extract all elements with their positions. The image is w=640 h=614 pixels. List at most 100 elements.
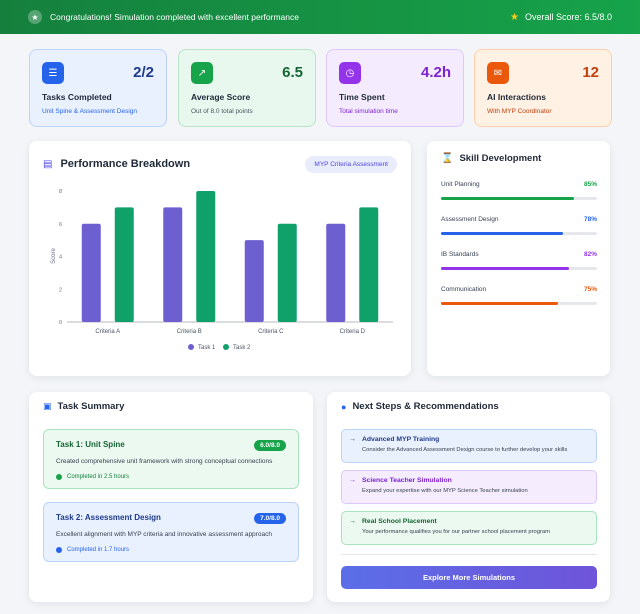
legend-label: Task 1: [198, 345, 216, 351]
skill-label: Assessment Design: [441, 216, 499, 223]
stat-title: Time Spent: [339, 92, 385, 102]
legend-marker: [223, 344, 229, 350]
skill-assessment-design: Assessment Design 78%: [441, 216, 597, 235]
skill-label: Communication: [441, 286, 487, 293]
bar-task-1-criteria-d: [326, 223, 346, 322]
overall-score-text: Overall Score: 6.5/8.0: [524, 12, 612, 22]
skill-track: [441, 267, 597, 270]
next-steps-card: ● Next Steps & Recommendations → Advance…: [327, 392, 610, 602]
stat-subtitle: Out of 8.0 total points: [191, 108, 253, 115]
trophy-icon: ★: [28, 10, 42, 24]
skill-percent: 82%: [583, 251, 597, 258]
skill-label: Unit Planning: [441, 181, 480, 188]
lightbulb-icon: ●: [341, 401, 347, 412]
check-circle-icon: [56, 474, 62, 480]
chart-line-icon: ↗: [191, 62, 213, 84]
recommendation-science-teacher-simulation[interactable]: → Science Teacher Simulation Expand your…: [341, 470, 597, 504]
next-steps-header: ● Next Steps & Recommendations: [341, 401, 499, 412]
skill-unit-planning: Unit Planning 85%: [441, 181, 597, 200]
stat-value: 4.2h: [420, 64, 451, 81]
stat-card-time-spent: ◷ 4.2h Time Spent Total simulation time: [326, 49, 464, 127]
task-item-assessment-design[interactable]: Task 2: Assessment Design 7.0/8.0 Excell…: [43, 502, 299, 562]
task-score-badge: 6.0/8.0: [254, 440, 286, 451]
explore-more-simulations-button[interactable]: Explore More Simulations: [341, 566, 597, 589]
bar-task-1-criteria-a: [81, 223, 101, 322]
task-completed-text: Completed in 2.5 hours: [67, 474, 130, 480]
bar-task-2-criteria-a: [114, 207, 134, 322]
skill-ib-standards: IB Standards 82%: [441, 251, 597, 270]
hourglass-icon: ⌛: [441, 153, 454, 164]
x-tick-label: Criteria C: [258, 329, 284, 335]
skill-track: [441, 232, 597, 235]
check-circle-icon: [56, 547, 62, 553]
skill-fill: [441, 197, 574, 200]
legend-marker: [188, 344, 194, 350]
divider: [341, 554, 597, 555]
stat-subtitle: Total simulation time: [339, 108, 398, 115]
stat-title: AI Interactions: [487, 92, 547, 102]
next-steps-title: Next Steps & Recommendations: [352, 401, 499, 412]
task-title: Task 1: Unit Spine: [56, 440, 125, 449]
overall-score: ★ Overall Score: 6.5/8.0: [510, 12, 612, 23]
skills-title: Skill Development: [459, 153, 542, 164]
bar-task-2-criteria-b: [196, 191, 216, 322]
stat-subtitle: With MYP Coordinator: [487, 108, 552, 115]
chat-icon: ✉: [487, 62, 509, 84]
arrow-right-icon: →: [349, 518, 356, 525]
bar-task-1-criteria-b: [163, 207, 183, 322]
bar-chart-icon: ▤: [43, 158, 53, 170]
bar-task-1-criteria-c: [244, 240, 264, 322]
stat-title: Average Score: [191, 92, 251, 102]
x-tick-label: Criteria B: [177, 329, 202, 335]
recommendation-title: Science Teacher Simulation: [362, 477, 452, 484]
clipboard-icon: ▣: [43, 401, 52, 411]
recommendation-description: Consider the Advanced Assessment Design …: [362, 447, 568, 453]
x-tick-label: Criteria D: [340, 329, 366, 335]
stat-card-ai-interactions: ✉ 12 AI Interactions With MYP Coordinato…: [474, 49, 612, 127]
task-summary-header: ▣ Task Summary: [43, 401, 124, 412]
y-tick-label: 2: [59, 287, 62, 293]
y-tick-label: 0: [59, 320, 62, 326]
skill-fill: [441, 232, 563, 235]
skill-fill: [441, 302, 558, 305]
skills-header: ⌛ Skill Development: [441, 153, 541, 164]
bar-task-2-criteria-d: [359, 207, 379, 322]
skill-percent: 85%: [583, 181, 597, 188]
stat-value: 12: [582, 64, 599, 81]
task-description: Created comprehensive unit framework wit…: [56, 458, 273, 465]
skill-track: [441, 302, 597, 305]
performance-breakdown-card: ▤ Performance Breakdown MYP Criteria Ass…: [29, 141, 411, 376]
recommendation-description: Your performance qualifies you for our p…: [362, 529, 550, 535]
task-title: Task 2: Assessment Design: [56, 513, 161, 522]
skill-track: [441, 197, 597, 200]
y-tick-label: 8: [59, 189, 62, 195]
criteria-pill[interactable]: MYP Criteria Assessment: [305, 156, 397, 173]
performance-title: Performance Breakdown: [60, 158, 191, 170]
task-completed: Completed in 2.5 hours: [56, 474, 286, 480]
skill-fill: [441, 267, 569, 270]
task-summary-title: Task Summary: [57, 401, 125, 412]
recommendation-advanced-myp-training[interactable]: → Advanced MYP Training Consider the Adv…: [341, 429, 597, 463]
task-score-badge: 7.0/8.0: [254, 513, 286, 524]
arrow-right-icon: →: [349, 477, 356, 484]
bar-task-2-criteria-c: [277, 223, 297, 322]
performance-chart: Score 0 2 4 6 8 Criteria A Criteria B Criteria C…: [51, 189, 393, 351]
y-axis-label: Score: [51, 248, 57, 264]
task-completed-text: Completed in 1.7 hours: [67, 547, 130, 553]
task-completed: Completed in 1.7 hours: [56, 547, 286, 553]
skill-percent: 78%: [583, 216, 597, 223]
recommendation-title: Advanced MYP Training: [362, 436, 440, 443]
legend-label: Task 2: [233, 345, 251, 351]
recommendation-description: Expand your expertise with our MYP Scien…: [362, 488, 528, 494]
stat-card-average-score: ↗ 6.5 Average Score Out of 8.0 total poi…: [178, 49, 316, 127]
stat-subtitle: Unit Spine & Assessment Design: [42, 108, 138, 115]
star-icon: ★: [509, 11, 519, 23]
arrow-right-icon: →: [349, 436, 356, 443]
task-summary-card: ▣ Task Summary Task 1: Unit Spine 6.0/8.…: [29, 392, 313, 602]
task-item-unit-spine[interactable]: Task 1: Unit Spine 6.0/8.0 Created compr…: [43, 429, 299, 489]
task-description: Excellent alignment with MYP criteria an…: [56, 531, 272, 538]
y-tick-label: 6: [59, 222, 62, 228]
stat-card-tasks-completed: ☰ 2/2 Tasks Completed Unit Spine & Asses…: [29, 49, 167, 127]
recommendation-real-school-placement[interactable]: → Real School Placement Your performance…: [341, 511, 597, 545]
x-tick-label: Criteria A: [95, 329, 120, 335]
